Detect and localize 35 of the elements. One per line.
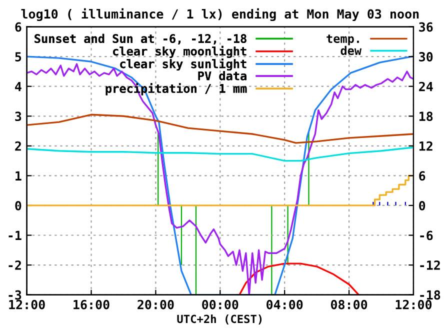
y-tick-label: 2 [15,141,21,151]
y2-tick-label: 12 [419,141,432,151]
legend-label: PV data [198,71,246,80]
y2-tick-label: -18 [420,290,440,300]
y2-tick-label: 18 [419,112,433,122]
x-axis-title: UTC+2h (CEST) [177,314,262,324]
x-tick-label: 16:00 [74,300,110,310]
y-tick-label: 6 [15,22,22,32]
y2-tick-label: 36 [419,22,433,32]
legend-label: Sunset and Sun at -6, -12, -18 [34,34,246,45]
x-tick-label: 12:00 [9,300,45,310]
x-tick-label: 08:00 [330,300,368,310]
y-tick-label: 1 [16,171,22,180]
chart-title: log10 ( illuminance / 1 lx) ending at Mon May 03 noon [21,8,419,22]
y-tick-label: 3 [15,112,22,122]
y-tick-label: 0 [15,200,22,210]
y2-tick-label: -12 [420,260,440,270]
y2-tick-label: -6 [420,230,433,240]
y-tick-label: -2 [8,260,21,270]
x-tick-label: 12:00 [396,300,432,310]
y-tick-label: 5 [15,52,22,62]
x-tick-label: 00:00 [202,300,238,310]
legend-label: dew [340,46,362,56]
x-tick-label: 04:00 [266,300,303,310]
y2-tick-label: 0 [419,200,426,210]
y2-tick-label: 30 [419,52,433,62]
y2-tick-label: 24 [419,82,433,92]
legend-label: temp. [326,34,359,46]
legend-label: clear sky sunlight [120,58,246,71]
y-tick-label: -3 [8,290,22,300]
legend-label: clear sky moonlight [113,46,246,58]
y2-tick-label: 6 [419,171,426,181]
y-tick-label: 4 [15,82,22,92]
y-tick-label: -1 [8,230,22,240]
x-tick-label: 20:00 [138,300,174,310]
